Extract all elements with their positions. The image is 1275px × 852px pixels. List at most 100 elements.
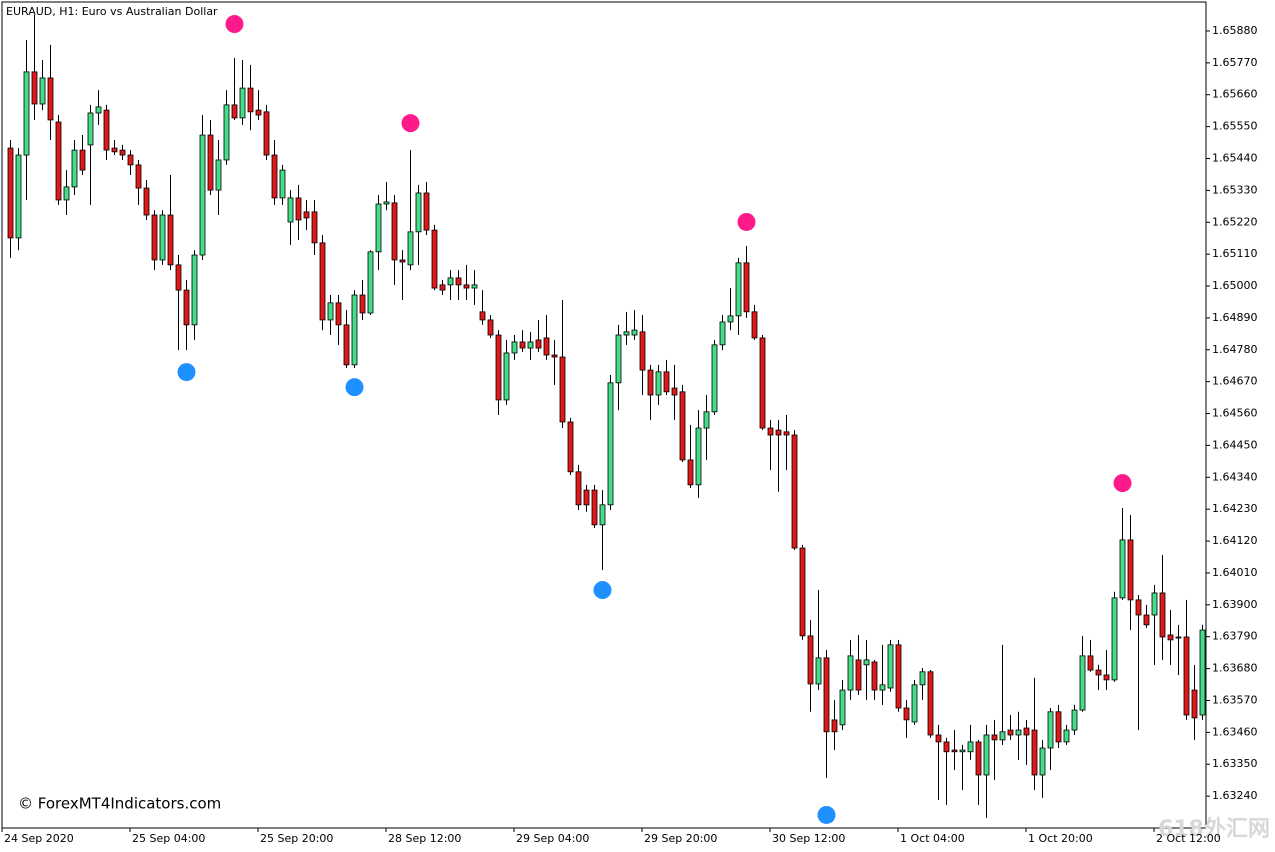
candle-body — [1199, 629, 1206, 716]
candle-body — [919, 671, 926, 686]
candle-body — [1071, 709, 1078, 731]
candle-body — [719, 321, 726, 346]
candle-body — [327, 302, 334, 321]
x-tick-label: 2 Oct 12:00 — [1156, 832, 1221, 845]
candle-body — [311, 211, 318, 244]
candle-body — [775, 429, 782, 436]
y-tick-label: 1.63680 — [1212, 662, 1258, 675]
chart-title: EURAUD, H1: Euro vs Australian Dollar — [6, 5, 218, 18]
candle-body — [887, 644, 894, 689]
candle-body — [791, 434, 798, 549]
candle-body — [23, 71, 30, 156]
candle-body — [559, 356, 566, 423]
candle-body — [783, 431, 790, 436]
candle-body — [1143, 614, 1150, 626]
y-tick-label: 1.64450 — [1212, 438, 1258, 451]
candle-body — [303, 211, 310, 219]
candle-body — [1103, 674, 1110, 681]
candle-body — [1039, 747, 1046, 776]
candle-body — [879, 684, 886, 691]
y-tick-label: 1.63240 — [1212, 789, 1258, 802]
candle-body — [263, 111, 270, 156]
candle-body — [1175, 636, 1182, 639]
signal-dot — [593, 581, 612, 600]
candle-body — [607, 382, 614, 506]
y-tick-label: 1.63900 — [1212, 598, 1258, 611]
candle-body — [7, 147, 14, 239]
y-tick-label: 1.65770 — [1212, 56, 1258, 69]
candle-body — [743, 262, 750, 313]
x-tick-label: 29 Sep 20:00 — [644, 832, 717, 845]
y-tick-label: 1.64670 — [1212, 375, 1258, 388]
candle-body — [479, 311, 486, 321]
candle-body — [431, 229, 438, 289]
x-tick-label: 1 Oct 04:00 — [900, 832, 965, 845]
candle-body — [223, 104, 230, 161]
candle-body — [271, 154, 278, 199]
candle-body — [1191, 689, 1198, 719]
candle-body — [439, 284, 446, 291]
candle-body — [1127, 539, 1134, 601]
candle-body — [399, 259, 406, 263]
x-tick-label: 25 Sep 20:00 — [260, 832, 333, 845]
candle-body — [863, 659, 870, 666]
candle-body — [1023, 727, 1030, 736]
candle-body — [679, 391, 686, 461]
candle-body — [63, 186, 70, 201]
y-tick-label: 1.65110 — [1212, 247, 1258, 260]
signal-dot — [225, 15, 244, 34]
candle-body — [623, 331, 630, 336]
candle-body — [1063, 729, 1070, 743]
candle-body — [647, 369, 654, 396]
y-tick-label: 1.63570 — [1212, 693, 1258, 706]
candle-body — [383, 201, 390, 205]
candle-body — [751, 311, 758, 339]
candle-body — [31, 71, 38, 105]
candle-body — [375, 203, 382, 253]
candle-body — [527, 341, 534, 349]
candle-body — [199, 134, 206, 256]
signal-dot — [345, 378, 364, 397]
candle-body — [407, 231, 414, 266]
candle-body — [959, 749, 966, 753]
candle-body — [767, 427, 774, 436]
candle-body — [943, 741, 950, 753]
candle-body — [87, 112, 94, 146]
x-tick-label: 29 Sep 04:00 — [516, 832, 589, 845]
candle-body — [983, 734, 990, 776]
candle-body — [831, 719, 838, 733]
candle-body — [671, 387, 678, 396]
y-tick-label: 1.64780 — [1212, 343, 1258, 356]
candle-body — [231, 104, 238, 119]
candle-body — [991, 734, 998, 741]
candle-body — [463, 284, 470, 289]
x-tick-label: 1 Oct 20:00 — [1028, 832, 1093, 845]
candle-body — [703, 411, 710, 429]
candle-body — [1111, 597, 1118, 681]
candle-body — [319, 242, 326, 321]
candle-body — [335, 302, 342, 326]
candle-body — [599, 504, 606, 526]
candle-body — [1031, 729, 1038, 776]
y-tick-label: 1.65440 — [1212, 152, 1258, 165]
candle-body — [823, 657, 830, 733]
plot-area — [1, 1, 1207, 829]
candle-body — [855, 659, 862, 691]
y-tick-label: 1.63790 — [1212, 630, 1258, 643]
candle-body — [759, 337, 766, 429]
candle-body — [487, 319, 494, 336]
x-tick-label: 24 Sep 2020 — [4, 832, 74, 845]
candle-body — [191, 254, 198, 326]
candle-body — [135, 164, 142, 189]
candle-body — [455, 277, 462, 286]
y-tick-label: 1.64010 — [1212, 566, 1258, 579]
candle-body — [55, 121, 62, 201]
y-tick-label: 1.64120 — [1212, 534, 1258, 547]
candle-body — [575, 471, 582, 506]
candle-body — [1183, 636, 1190, 716]
candle-body — [663, 371, 670, 393]
candle-body — [519, 341, 526, 349]
candle-body — [471, 284, 478, 289]
candle-body — [1055, 711, 1062, 743]
